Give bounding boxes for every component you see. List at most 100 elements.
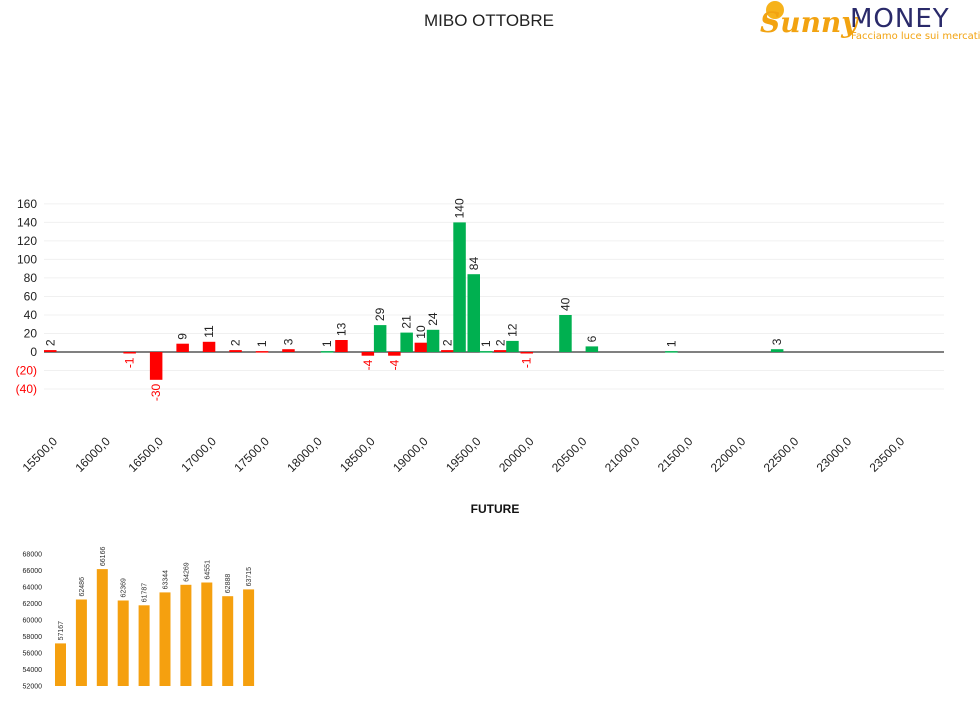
logo-tagline: Facciamo luce sui mercati [851, 31, 980, 42]
future-chart-bars [55, 569, 255, 686]
future-bar-data-label: 62369 [121, 578, 128, 598]
future-bar-data-label: 63715 [246, 567, 253, 587]
x-tick-label: 19500,0 [443, 434, 484, 475]
future-y-tick-label: 62000 [23, 601, 43, 608]
bar-data-label: 12 [506, 323, 520, 337]
future-bar-data-label: 64551 [204, 560, 211, 580]
bar-green [479, 351, 493, 353]
x-tick-label: 18500,0 [337, 434, 378, 475]
x-tick-label: 17500,0 [231, 434, 272, 475]
y-tick-label: 40 [24, 308, 38, 322]
future-chart-data-labels: 57167 62486 66166 62369 61787 63344 64269 64551… [58, 547, 253, 641]
bar-red [176, 343, 189, 352]
bar-red [149, 352, 163, 380]
future-bar-data-label: 57167 [58, 621, 65, 641]
bar-green [426, 329, 440, 352]
future-bar [75, 599, 87, 686]
x-tick-label: 16000,0 [72, 434, 113, 475]
bar-data-label: 29 [373, 307, 387, 321]
bar-data-label: -1 [123, 357, 137, 368]
bar-red [229, 350, 242, 352]
bar-red [414, 342, 428, 352]
future-y-tick-label: 68000 [23, 552, 43, 559]
future-bar [222, 596, 234, 686]
bar-data-label: 13 [334, 322, 348, 336]
bar-data-label: 1 [320, 340, 334, 347]
x-tick-label: 15500,0 [20, 434, 61, 475]
bar-red [255, 351, 269, 353]
bar-red [441, 350, 454, 352]
bar-red [44, 350, 57, 352]
bar-data-label: 11 [202, 325, 216, 338]
future-bar [117, 600, 129, 686]
future-bar [96, 569, 108, 686]
bar-data-label: 2 [43, 339, 57, 346]
bar-green [665, 351, 678, 353]
x-tick-label: 21000,0 [602, 434, 643, 475]
future-bar [138, 605, 150, 686]
bar-data-label: 2 [440, 339, 454, 346]
main-chart-title: MIBO OTTOBRE [424, 11, 554, 30]
future-chart-title: FUTURE [471, 502, 520, 516]
y-tick-label: 140 [17, 215, 37, 229]
bar-data-label: 2 [229, 339, 243, 346]
future-bar-data-label: 62486 [79, 577, 86, 597]
future-bar [180, 584, 192, 686]
future-bar-data-label: 62888 [225, 574, 232, 594]
bar-data-label: 1 [255, 340, 269, 347]
x-tick-label: 23500,0 [867, 434, 908, 475]
bar-red [520, 352, 533, 354]
bar-green [400, 332, 413, 352]
y-tick-label: 20 [24, 326, 38, 340]
future-bar [201, 582, 213, 686]
main-chart-y-axis: 160 140 120 100 80 60 40 20 0 (20) (40) [16, 197, 38, 396]
future-bar-data-label: 66166 [100, 547, 107, 567]
future-y-tick-label: 60000 [23, 618, 43, 625]
future-bar-data-label: 61787 [142, 583, 149, 603]
x-tick-label: 17000,0 [178, 434, 219, 475]
y-tick-label: 120 [17, 234, 37, 248]
bar-green [559, 315, 572, 352]
future-bar [159, 592, 171, 686]
bar-data-label: 21 [400, 315, 414, 329]
x-tick-label: 16500,0 [125, 434, 166, 475]
bar-red [282, 349, 295, 352]
future-y-tick-label: 64000 [23, 585, 43, 592]
bar-data-label: 1 [664, 340, 678, 347]
x-tick-label: 23000,0 [814, 434, 855, 475]
bar-data-label: 2 [493, 339, 507, 346]
bar-data-label: 24 [426, 312, 440, 326]
x-tick-label: 19000,0 [390, 434, 431, 475]
main-chart-x-axis: 15500,0 16000,0 16500,0 17000,0 17500,0 18000… [20, 434, 908, 475]
bar-green [453, 222, 466, 352]
y-tick-label: (40) [16, 382, 37, 396]
bar-data-label: -4 [387, 359, 401, 370]
sunnymoney-logo: Sunny MONEY Facciamo luce sui mercati [760, 1, 980, 42]
future-chart-y-axis: 68000 66000 64000 62000 60000 58000 56000 54000… [23, 552, 43, 691]
logo-brand-sunny: Sunny [760, 6, 859, 39]
x-tick-label: 18000,0 [284, 434, 325, 475]
bar-data-label: -4 [361, 359, 375, 370]
bar-red [123, 352, 136, 354]
future-y-tick-label: 54000 [23, 667, 43, 674]
y-tick-label: 160 [17, 197, 37, 211]
sun-icon [766, 1, 784, 19]
y-tick-label: 60 [24, 289, 38, 303]
bar-data-label: 140 [453, 198, 467, 218]
y-tick-label: 100 [17, 252, 37, 266]
bar-data-label: 1 [479, 340, 493, 347]
bar-green [770, 349, 784, 352]
x-tick-label: 20500,0 [549, 434, 590, 475]
bar-green [373, 325, 387, 352]
bar-red [388, 352, 401, 356]
bar-green [320, 351, 334, 353]
y-tick-label: 0 [30, 345, 37, 359]
bar-data-label: 84 [467, 257, 481, 271]
bar-red [202, 341, 216, 352]
bar-data-label: 10 [414, 325, 428, 339]
bar-red [361, 352, 375, 356]
future-y-tick-label: 58000 [23, 634, 43, 641]
bar-data-label: 9 [176, 333, 190, 340]
